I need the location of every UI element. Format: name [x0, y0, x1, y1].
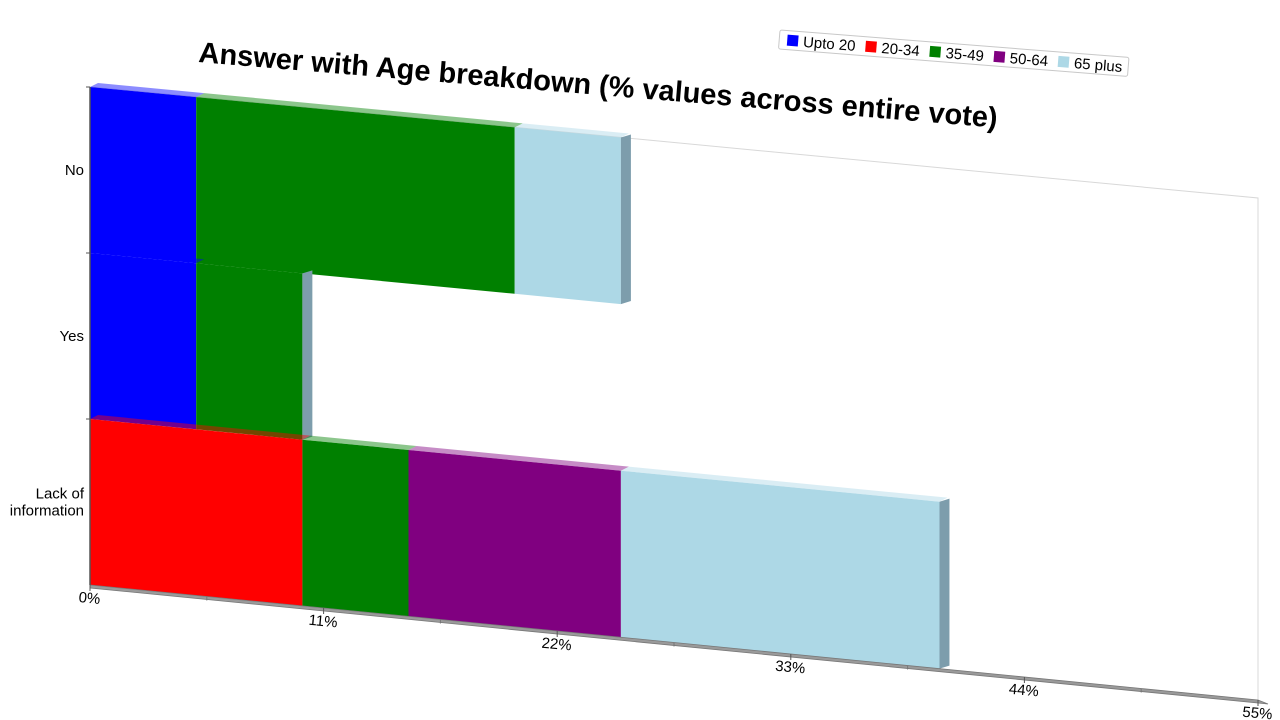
bar-2-4	[620, 470, 940, 669]
legend-label: Upto 20	[802, 34, 856, 55]
x-tick-label: 22%	[541, 635, 572, 655]
category-label: Lack of information	[10, 486, 85, 520]
bar-top-0-0	[90, 83, 205, 98]
legend-box	[778, 29, 1130, 77]
bar-top-2-4	[620, 466, 948, 502]
bar-0-2	[196, 97, 515, 294]
bar-end-cap-1	[302, 270, 313, 440]
legend-label: 20-34	[881, 40, 921, 60]
bar-top-0-4	[514, 123, 629, 138]
bar-0-4	[514, 127, 621, 305]
bar-top-0-2	[196, 93, 523, 128]
legend: Upto 20 20-34 35-49 50-64 65 plus	[778, 29, 1130, 77]
legend-swatch	[786, 34, 799, 47]
bar-top-2-1	[90, 415, 311, 440]
bar-2-3	[408, 450, 621, 638]
bar-2-2	[302, 439, 409, 617]
x-tick-label: 0%	[78, 589, 101, 608]
x-tick-label: 33%	[774, 658, 805, 678]
bar-end-cap-2	[939, 498, 950, 669]
bar-1-0	[90, 253, 197, 430]
bar-1-2	[196, 263, 303, 440]
legend-swatch	[993, 50, 1006, 63]
bar-top-2-3	[408, 446, 629, 471]
bars-layer	[90, 83, 950, 669]
x-tick-label: 44%	[1008, 681, 1039, 701]
axis-layer: No Yes Lack of information 0% 11% 22% 33% 44% 55%	[10, 86, 1273, 720]
bar-top-1-2	[196, 259, 311, 274]
x-tick-label: 11%	[308, 612, 338, 632]
x-tick-label: 55%	[1242, 704, 1273, 720]
bar-0-0	[90, 87, 197, 264]
legend-label: 50-64	[1009, 50, 1049, 70]
legend-swatch	[1057, 55, 1070, 68]
bar-end-cap-0	[620, 134, 631, 305]
legend-label: 35-49	[945, 45, 985, 65]
legend-label: 65 plus	[1073, 55, 1123, 76]
legend-swatch	[929, 45, 942, 58]
bar-top-2-2	[302, 435, 417, 450]
category-label: Yes	[60, 328, 84, 345]
bar-2-1	[90, 419, 303, 606]
category-label: No	[65, 162, 84, 179]
bar-top-1-0	[90, 249, 205, 264]
legend-swatch	[865, 40, 877, 53]
